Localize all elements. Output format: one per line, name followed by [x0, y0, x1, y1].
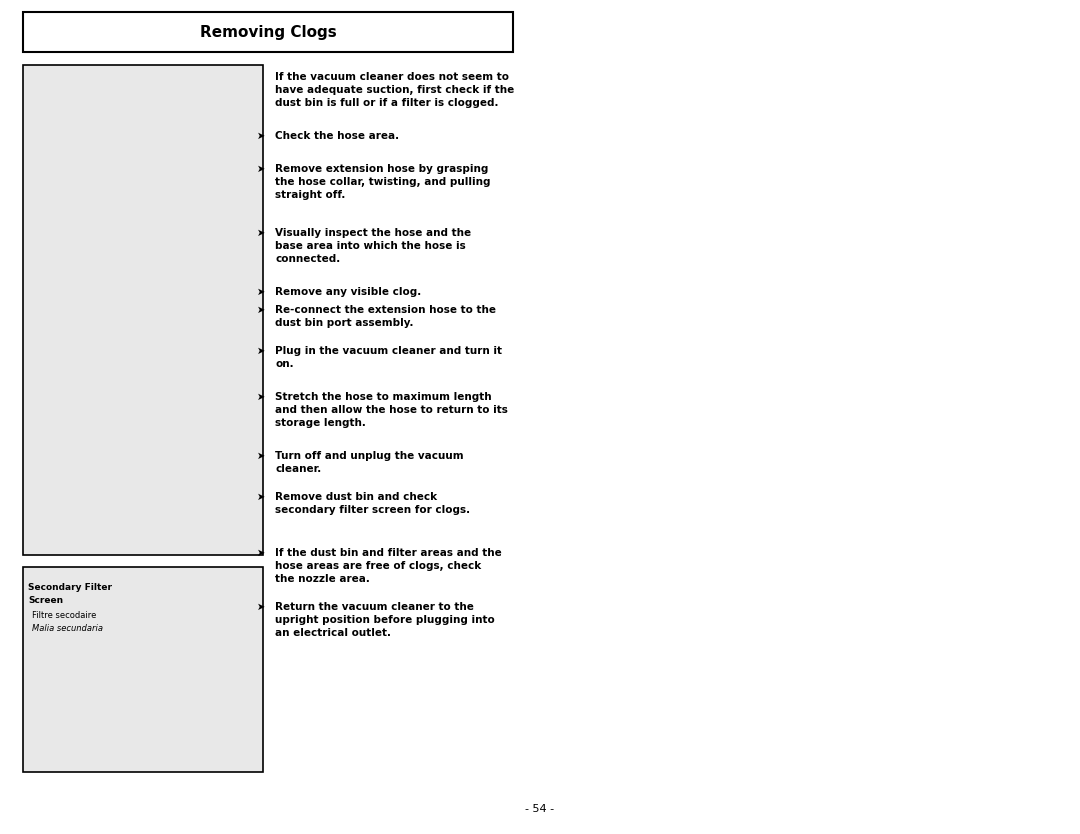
Bar [23, 65, 264, 555]
Text: ➤: ➤ [257, 548, 265, 558]
Text: cleaner.: cleaner. [275, 464, 321, 474]
Text: If the dust bin and filter areas and the: If the dust bin and filter areas and the [275, 548, 502, 558]
Text: If the vacuum cleaner does not seem to: If the vacuum cleaner does not seem to [275, 72, 509, 82]
Text: ➤: ➤ [257, 451, 265, 461]
Text: Check the hose area.: Check the hose area. [275, 131, 400, 141]
Text: Remove dust bin and check: Remove dust bin and check [275, 492, 437, 502]
Text: Secondary Filter: Secondary Filter [28, 583, 112, 592]
Text: hose areas are free of clogs, check: hose areas are free of clogs, check [275, 561, 482, 571]
Text: straight off.: straight off. [275, 190, 346, 200]
Text: the hose collar, twisting, and pulling: the hose collar, twisting, and pulling [275, 177, 490, 187]
Text: - 54 -: - 54 - [526, 804, 554, 814]
Bar [23, 12, 513, 52]
Text: the nozzle area.: the nozzle area. [275, 574, 369, 584]
Text: ➤: ➤ [257, 602, 265, 612]
Text: Plug in the vacuum cleaner and turn it: Plug in the vacuum cleaner and turn it [275, 346, 502, 356]
Text: ➤: ➤ [257, 228, 265, 238]
Text: ➤: ➤ [257, 164, 265, 174]
Text: Remove extension hose by grasping: Remove extension hose by grasping [275, 164, 488, 174]
Text: secondary filter screen for clogs.: secondary filter screen for clogs. [275, 505, 470, 515]
Text: Screen: Screen [28, 596, 63, 605]
Text: Re-connect the extension hose to the: Re-connect the extension hose to the [275, 305, 496, 315]
Text: and then allow the hose to return to its: and then allow the hose to return to its [275, 405, 508, 415]
Text: ➤: ➤ [257, 131, 265, 141]
Text: Return the vacuum cleaner to the: Return the vacuum cleaner to the [275, 602, 474, 612]
Text: ➤: ➤ [257, 492, 265, 502]
Text: dust bin is full or if a filter is clogged.: dust bin is full or if a filter is clogg… [275, 98, 499, 108]
Text: Turn off and unplug the vacuum: Turn off and unplug the vacuum [275, 451, 463, 461]
Text: Malia secundaria: Malia secundaria [32, 624, 103, 633]
Text: ➤: ➤ [257, 392, 265, 402]
Text: ➤: ➤ [257, 346, 265, 356]
Text: ➤: ➤ [257, 287, 265, 297]
Text: Visually inspect the hose and the: Visually inspect the hose and the [275, 228, 471, 238]
Text: dust bin port assembly.: dust bin port assembly. [275, 318, 414, 328]
Text: storage length.: storage length. [275, 418, 366, 428]
Text: Filtre secodaire: Filtre secodaire [32, 611, 96, 620]
Text: Removing Clogs: Removing Clogs [200, 24, 336, 39]
Text: Remove any visible clog.: Remove any visible clog. [275, 287, 421, 297]
Text: connected.: connected. [275, 254, 340, 264]
Text: ➤: ➤ [257, 305, 265, 315]
Text: Stretch the hose to maximum length: Stretch the hose to maximum length [275, 392, 491, 402]
Text: upright position before plugging into: upright position before plugging into [275, 615, 495, 625]
Text: on.: on. [275, 359, 294, 369]
Bar [23, 567, 264, 772]
Text: have adequate suction, first check if the: have adequate suction, first check if th… [275, 85, 514, 95]
Text: base area into which the hose is: base area into which the hose is [275, 241, 465, 251]
Text: an electrical outlet.: an electrical outlet. [275, 628, 391, 638]
